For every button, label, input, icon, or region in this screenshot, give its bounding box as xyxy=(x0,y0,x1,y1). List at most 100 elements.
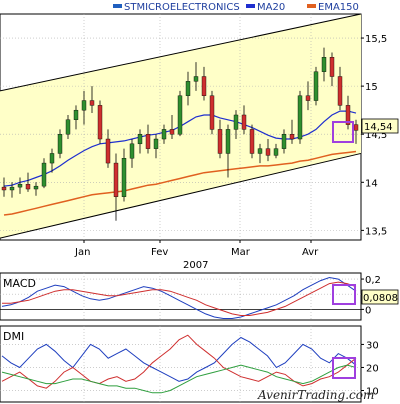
year-label: 2007 xyxy=(183,260,208,271)
candle-body xyxy=(57,134,63,154)
candle xyxy=(329,52,335,87)
candle xyxy=(57,129,63,159)
price-grid xyxy=(0,14,361,240)
highlight-box-macd xyxy=(332,284,356,305)
macd-line xyxy=(1,276,357,319)
candle xyxy=(241,105,247,135)
legend-swatch-ema150 xyxy=(307,4,316,8)
candle-body xyxy=(33,185,39,190)
highlight-box-price xyxy=(332,121,354,143)
candle xyxy=(161,124,167,144)
macd-title: MACD xyxy=(3,277,36,290)
candle xyxy=(25,172,31,192)
price-xtick-label: Jan xyxy=(74,247,90,258)
candle-body xyxy=(9,186,15,191)
candle-body xyxy=(97,105,103,140)
candle-body xyxy=(265,148,271,156)
candle xyxy=(1,177,7,197)
candle-body xyxy=(353,124,359,131)
candle-body xyxy=(297,95,303,140)
candle-body xyxy=(65,119,71,135)
candle xyxy=(281,129,287,154)
price-x-axis: Jan Fev Mar Avr xyxy=(74,240,319,258)
price-panel: 13,5 14 14,5 15 15,5 Jan Fev Mar Avr 2007 14,54 xyxy=(0,13,399,271)
candle xyxy=(73,105,79,130)
macd-panel: MACD 0,20,10 0,0808 xyxy=(0,272,399,321)
price-ytick-label: 15,5 xyxy=(365,34,387,45)
candle xyxy=(193,62,199,91)
candle xyxy=(89,86,95,114)
candle xyxy=(17,177,23,194)
candle xyxy=(265,139,271,162)
candle-body xyxy=(41,162,47,187)
macd-plot-area xyxy=(0,272,362,321)
candle-body xyxy=(161,129,167,140)
candle-body xyxy=(121,158,127,197)
dmi-plus-line xyxy=(1,336,357,382)
legend-label-ma20: MA20 xyxy=(257,2,285,13)
candle xyxy=(337,66,343,111)
dmi-ytick-label: 30 xyxy=(366,340,379,351)
candle-body xyxy=(137,134,143,145)
dmi-panel: DMI 30 20 10 AvenirTrading.com xyxy=(0,325,379,403)
candle-body xyxy=(113,162,119,197)
legend-swatch-ma20 xyxy=(246,4,255,8)
candle xyxy=(313,66,319,106)
candle-body xyxy=(225,129,231,154)
candle xyxy=(97,100,103,144)
candle xyxy=(113,153,119,221)
price-y-axis: 13,5 14 14,5 15 15,5 xyxy=(361,34,387,237)
ema150-line xyxy=(3,150,357,216)
price-ytick-label: 14,5 xyxy=(365,130,387,141)
candle xyxy=(145,124,151,154)
price-ytick-label: 14 xyxy=(365,178,378,189)
candle xyxy=(289,119,295,144)
legend: STMICROELECTRONICS MA20 EMA150 xyxy=(113,2,359,13)
candle-body xyxy=(73,109,79,120)
candle xyxy=(41,158,47,189)
candle-body xyxy=(313,71,319,101)
adx-line xyxy=(1,364,357,394)
candle-body xyxy=(281,134,287,149)
candle-body xyxy=(49,153,55,164)
dmi-minus-line xyxy=(1,334,357,389)
candle-body xyxy=(105,138,111,164)
candle-body xyxy=(153,138,159,149)
candle xyxy=(225,124,231,178)
price-xtick-label: Avr xyxy=(302,247,319,258)
candle-body xyxy=(129,143,135,159)
macd-ytick-label: 0,2 xyxy=(365,275,381,286)
candle-body xyxy=(241,114,247,130)
candle xyxy=(209,90,215,135)
dmi-title: DMI xyxy=(3,330,24,343)
channel-lower-line xyxy=(0,152,362,239)
candle-body xyxy=(169,129,175,135)
candle-body xyxy=(337,76,343,106)
channel-upper-line xyxy=(0,13,362,92)
candle-body xyxy=(81,100,87,111)
candle-body xyxy=(89,100,95,106)
candle xyxy=(169,114,175,140)
dmi-ytick-label: 20 xyxy=(366,363,379,374)
candle-body xyxy=(329,57,335,77)
candle xyxy=(121,148,127,202)
watermark: AvenirTrading.com xyxy=(257,388,374,402)
candle xyxy=(297,90,303,144)
last-price-tag: 14,54 xyxy=(364,122,393,133)
candle xyxy=(129,139,135,168)
price-ytick-label: 15 xyxy=(365,82,378,93)
macd-ytick-label: 0 xyxy=(365,305,371,316)
candle-body xyxy=(257,148,263,154)
legend-swatch-price xyxy=(113,4,122,8)
candlesticks xyxy=(1,47,359,221)
candle xyxy=(257,143,263,164)
candle xyxy=(217,119,223,159)
candle xyxy=(9,182,15,198)
candle xyxy=(65,114,71,140)
macd-grid xyxy=(0,273,361,320)
candle xyxy=(153,134,159,159)
candle xyxy=(233,110,239,140)
candle xyxy=(273,143,279,159)
candle-body xyxy=(185,81,191,96)
